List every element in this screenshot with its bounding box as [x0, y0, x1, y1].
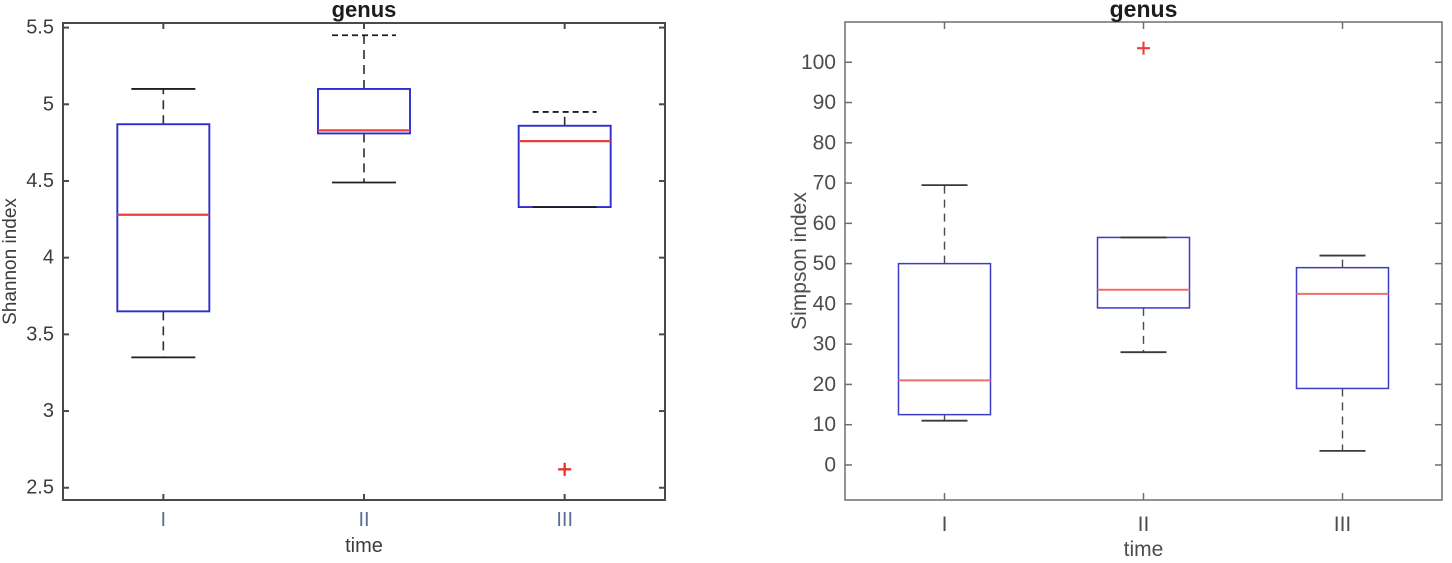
y-axis-label: Simpson index — [788, 192, 811, 330]
y-tick-label: 20 — [813, 373, 836, 396]
x-category-label: II — [1138, 513, 1150, 536]
iqr-box — [1096, 236, 1191, 309]
iqr-box — [897, 262, 992, 416]
plot-frame — [844, 21, 1443, 501]
shannon-boxplot-panel: 2.5 3 3.5 4 4.5 5 5.5 I II III genus time Shannon in… — [0, 0, 720, 563]
iqr-box — [116, 123, 211, 313]
y-tick-label: 90 — [813, 91, 836, 114]
y-tick-label: 70 — [813, 172, 836, 195]
simpson-boxplot-panel: 0 10 20 30 40 50 60 70 80 90 100 I II III genus time Sim… — [720, 0, 1452, 563]
y-tick-label: 80 — [813, 131, 836, 154]
x-category-label: III — [1334, 513, 1352, 536]
y-tick-label: 10 — [813, 413, 836, 436]
y-tick-label: 3.5 — [26, 323, 54, 345]
y-tick-label: 50 — [813, 252, 836, 275]
y-tick-label: 30 — [813, 333, 836, 356]
y-tick-label: 40 — [813, 292, 836, 315]
y-tick-label: 5.5 — [26, 17, 54, 39]
y-tick-label: 2.5 — [26, 477, 54, 499]
y-tick-label: 0 — [824, 453, 836, 476]
y-tick-label: 5 — [43, 93, 54, 115]
x-category-label: I — [161, 509, 167, 531]
chart-title: genus — [332, 0, 397, 22]
iqr-box — [317, 88, 411, 135]
y-tick-label: 3 — [43, 400, 54, 422]
x-category-label: III — [556, 509, 573, 531]
x-axis-label: time — [1124, 538, 1164, 561]
y-tick-label: 100 — [801, 51, 836, 74]
chart-title: genus — [1110, 0, 1178, 22]
x-category-label: I — [942, 513, 948, 536]
iqr-box — [517, 124, 612, 209]
iqr-box — [1295, 266, 1390, 390]
y-tick-label: 4 — [43, 247, 54, 269]
x-axis-label: time — [345, 535, 383, 557]
y-tick-label: 60 — [813, 212, 836, 235]
x-category-label: II — [358, 509, 369, 531]
y-tick-label: 4.5 — [26, 170, 54, 192]
plot-frame — [62, 22, 666, 501]
y-axis-label: Shannon index — [0, 198, 21, 325]
